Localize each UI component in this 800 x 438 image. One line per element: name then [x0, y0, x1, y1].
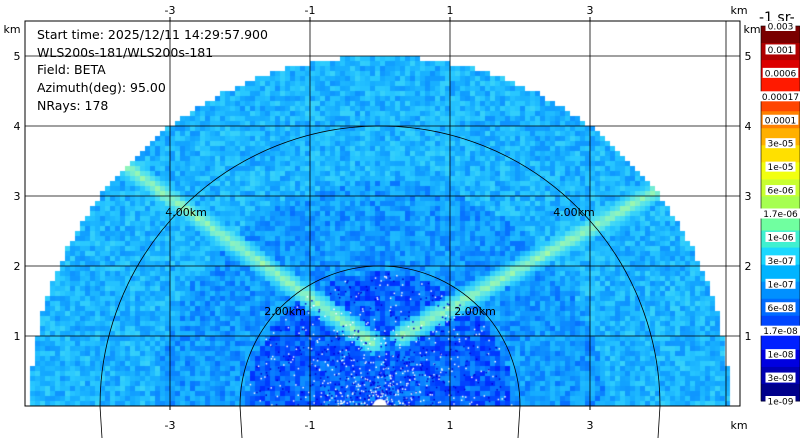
- colorbar-label-bg: [765, 396, 796, 406]
- range-ring: [239, 265, 521, 407]
- colorbar-label: 0.0006: [762, 67, 799, 79]
- colorbar-label-bg: [765, 161, 796, 172]
- y-tick-label-left: 3: [14, 190, 21, 203]
- colorbar-label-text: 6e-08: [768, 304, 794, 314]
- colorbar-label-bg: [762, 67, 799, 78]
- colorbar-label: 3e-05: [765, 138, 796, 150]
- colorbar-label: 1.7e-06: [759, 208, 800, 220]
- colorbar-label-bg: [765, 185, 796, 196]
- y-unit-label-right: km: [743, 23, 760, 36]
- range-ring-label: 2.00km: [264, 305, 306, 318]
- colorbar-segment: [761, 145, 800, 163]
- field-text: Field: BETA: [37, 62, 106, 78]
- colorbar-label-bg: [759, 208, 800, 219]
- colorbar-segment: [761, 332, 800, 351]
- y-tick-label-right: 3: [745, 190, 752, 203]
- y-tick-label-left: 1: [14, 330, 21, 343]
- x-tick-label-top: -3: [165, 4, 176, 17]
- colorbar-label-text: 0.003: [768, 23, 794, 33]
- start-time-text: Start time: 2025/12/11 14:29:57.900: [37, 27, 268, 42]
- colorbar-label: 1e-07: [765, 278, 796, 290]
- colorbar-label-bg: [765, 138, 796, 149]
- x-tick-label-bottom: -1: [305, 419, 316, 432]
- colorbar-label-text: 1e-09: [768, 398, 794, 408]
- colorbar-label-text: 1e-05: [768, 163, 794, 173]
- y-tick-label-left: 2: [14, 260, 21, 273]
- colorbar-segment: [761, 264, 800, 283]
- colorbar-label: 3e-07: [765, 255, 796, 267]
- colorbar-label-text: 6e-06: [768, 187, 794, 197]
- colorbar-label: 6e-08: [765, 302, 796, 314]
- x-tick-label-top: 3: [587, 4, 594, 17]
- colorbar-label-text: 1.7e-08: [763, 327, 798, 337]
- x-unit-label-bottom: km: [730, 419, 747, 432]
- range-ring-tail-left: [99, 405, 103, 438]
- colorbar-label-text: 1.7e-06: [763, 210, 798, 220]
- colorbar-label-bg: [762, 114, 799, 125]
- colorbar-label: 0.00017: [759, 91, 800, 103]
- range-ring-label: 2.00km: [454, 305, 496, 318]
- y-tick-label-right: 4: [745, 120, 752, 133]
- colorbar-label-text: 0.001: [768, 46, 794, 56]
- range-ring-label: 4.00km: [553, 206, 595, 219]
- nrays-text: NRays: 178: [37, 97, 109, 113]
- colorbar-label-bg: [765, 278, 796, 289]
- colorbar-label-bg: [765, 255, 796, 266]
- range-ring-tail-left: [239, 405, 243, 438]
- colorbar-label: 3e-09: [765, 372, 796, 384]
- x-tick-label-top: 1: [447, 4, 454, 17]
- x-tick-label-bottom: -3: [165, 419, 176, 432]
- colorbar-label-bg: [765, 231, 796, 242]
- range-ring-tail-right: [517, 405, 521, 438]
- colorbar-label-bg: [765, 302, 796, 313]
- colorbar-label-bg: [759, 91, 800, 102]
- range-ring: [99, 125, 661, 407]
- colorbar-label: 1e-05: [765, 161, 796, 173]
- colorbar-label-text: 0.00017: [762, 93, 799, 103]
- colorbar-label-bg: [765, 21, 796, 31]
- y-tick-label-right: 2: [745, 260, 752, 273]
- colorbar-label: 1e-09: [765, 396, 796, 408]
- colorbar-label-text: 0.0006: [765, 69, 797, 79]
- colorbar-label: 6e-06: [765, 185, 796, 197]
- colorbar-label-text: 1e-06: [768, 233, 794, 243]
- colorbar-label: 0.001: [765, 44, 796, 56]
- colorbar-label-text: 3e-07: [768, 257, 794, 267]
- y-tick-label-right: 5: [745, 50, 752, 63]
- colorbar-label-bg: [765, 349, 796, 360]
- range-ring-tail-right: [657, 405, 661, 438]
- colorbar-label-text: 0.0001: [765, 116, 797, 126]
- plot-frame: [24, 20, 741, 407]
- colorbar-label-bg: [765, 372, 796, 383]
- y-unit-label-left: km: [3, 23, 20, 36]
- x-unit-label-top: km: [730, 4, 747, 17]
- colorbar-label: 1.7e-08: [759, 325, 800, 337]
- colorbar-label-text: 3e-09: [768, 374, 794, 384]
- x-tick-label-top: -1: [305, 4, 316, 17]
- colorbar-label: 0.003: [765, 21, 796, 33]
- y-tick-label-right: 1: [745, 330, 752, 343]
- colorbar-label-bg: [765, 44, 796, 55]
- colorbar-label-text: 1e-07: [768, 280, 794, 290]
- range-ring-label: 4.00km: [165, 206, 207, 219]
- colorbar-segment: [761, 77, 800, 95]
- y-tick-label-left: 5: [14, 50, 21, 63]
- x-tick-label-bottom: 3: [587, 419, 594, 432]
- colorbar-label-text: 3e-05: [768, 140, 794, 150]
- y-tick-label-left: 4: [14, 120, 21, 133]
- colorbar-label-bg: [759, 325, 800, 336]
- x-tick-label-bottom: 1: [447, 419, 454, 432]
- colorbar-label-text: 1e-08: [768, 351, 794, 361]
- azimuth-text: Azimuth(deg): 95.00: [37, 80, 166, 96]
- colorbar-label: 1e-06: [765, 231, 796, 243]
- colorbar-label: 1e-08: [765, 349, 796, 361]
- colorbar-label: 0.0001: [762, 114, 799, 126]
